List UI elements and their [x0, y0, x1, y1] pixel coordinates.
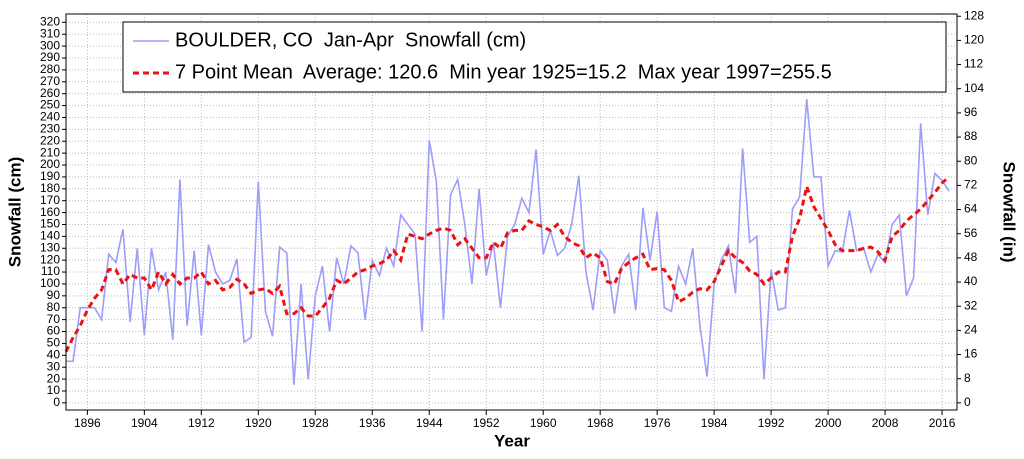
y-tick-label: 160 — [40, 205, 60, 219]
y-tick-label: 70 — [47, 312, 61, 326]
plot-frame — [65, 13, 958, 411]
y-tick-label: 240 — [40, 110, 60, 124]
y2-tick-label: 96 — [964, 105, 978, 119]
y-tick-label: 100 — [40, 276, 60, 290]
y-tick-label: 290 — [40, 50, 60, 64]
series-line — [66, 98, 950, 385]
y-tick-label: 0 — [53, 395, 60, 409]
y-tick-label: 30 — [47, 359, 61, 373]
y2-tick-label: 64 — [964, 202, 978, 216]
y2-tick-label: 112 — [964, 57, 983, 71]
y-tick-label: 230 — [40, 122, 60, 136]
y2-tick-label: 24 — [964, 323, 978, 337]
y2-tick-label: 32 — [964, 298, 978, 312]
y2-tick-label: 16 — [964, 347, 978, 361]
x-tick-label: 1952 — [473, 416, 500, 430]
y-tick-label: 140 — [40, 229, 60, 243]
x-tick-label: 1984 — [701, 416, 728, 430]
y-tick-label: 260 — [40, 86, 60, 100]
y2-axis-label: Snowfall (in) — [1000, 161, 1019, 262]
y2-tick-label: 72 — [964, 178, 978, 192]
y2-tick-label: 0 — [964, 395, 971, 409]
y-tick-label: 220 — [40, 133, 60, 147]
y-tick-label: 320 — [40, 14, 60, 28]
x-tick-label: 1968 — [587, 416, 614, 430]
x-tick-label: 2008 — [872, 416, 899, 430]
y2-tick-label: 8 — [964, 371, 971, 385]
x-tick-label: 2000 — [815, 416, 842, 430]
x-tick-label: 1896 — [74, 416, 101, 430]
x-tick-label: 1976 — [644, 416, 671, 430]
y2-tick-label: 40 — [964, 274, 978, 288]
x-tick-label: 1960 — [530, 416, 557, 430]
y2-tick-label: 48 — [964, 250, 978, 264]
y-tick-label: 60 — [47, 324, 61, 338]
y-tick-label: 280 — [40, 62, 60, 76]
series-line — [64, 175, 951, 353]
x-tick-label: 1920 — [245, 416, 272, 430]
y-tick-label: 180 — [40, 181, 60, 195]
x-tick-label: 1928 — [302, 416, 329, 430]
y-tick-label: 150 — [40, 217, 60, 231]
y-tick-label: 80 — [47, 300, 61, 314]
y-tick-label: 20 — [47, 371, 61, 385]
y-axis-label: Snowfall (cm) — [5, 157, 24, 268]
y-tick-label: 110 — [41, 264, 60, 278]
y-tick-label: 270 — [40, 74, 60, 88]
x-tick-label: 2016 — [929, 416, 956, 430]
y-tick-label: 310 — [40, 26, 60, 40]
y-tick-label: 130 — [40, 240, 60, 254]
y-tick-label: 120 — [40, 252, 60, 266]
y-tick-label: 200 — [40, 157, 60, 171]
y-tick-label: 170 — [40, 193, 60, 207]
y-tick-label: 300 — [40, 38, 60, 52]
y-tick-label: 190 — [40, 169, 60, 183]
x-tick-label: 1936 — [359, 416, 386, 430]
y2-tick-label: 88 — [964, 129, 978, 143]
legend-label: BOULDER, CO Jan-Apr Snowfall (cm) — [175, 29, 526, 51]
x-axis-label: Year — [494, 431, 530, 450]
legend-box — [122, 21, 947, 93]
y2-tick-label: 56 — [964, 226, 978, 240]
x-tick-label: 1904 — [131, 416, 158, 430]
y-tick-label: 40 — [47, 347, 61, 361]
y2-tick-label: 120 — [964, 33, 984, 47]
x-tick-label: 1912 — [188, 416, 215, 430]
y-tick-label: 50 — [47, 336, 61, 350]
y-tick-label: 10 — [47, 383, 61, 397]
y2-tick-label: 104 — [964, 81, 984, 95]
y-tick-label: 210 — [40, 145, 60, 159]
y-tick-label: 250 — [40, 98, 60, 112]
x-tick-label: 1992 — [758, 416, 785, 430]
y2-tick-label: 128 — [964, 8, 984, 22]
y-tick-label: 90 — [47, 288, 61, 302]
y2-tick-label: 80 — [964, 153, 978, 167]
x-tick-label: 1944 — [416, 416, 443, 430]
legend-label: 7 Point Mean Average: 120.6 Min year 192… — [175, 61, 832, 83]
